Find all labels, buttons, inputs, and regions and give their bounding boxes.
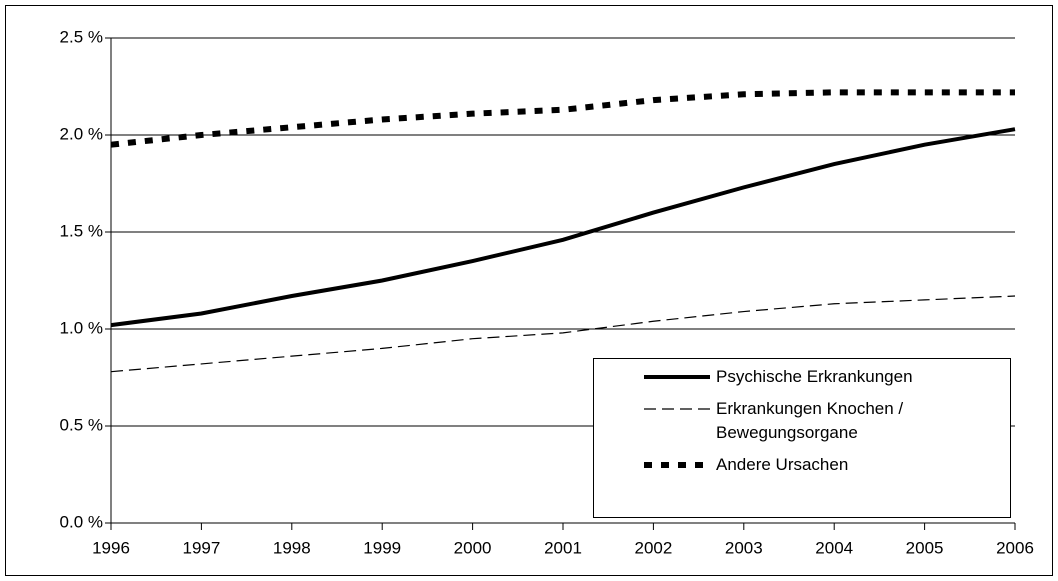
legend-swatch [644, 375, 710, 379]
y-tick-label: 1.5 % [60, 221, 103, 240]
x-tick-label: 2006 [996, 538, 1034, 557]
legend-swatch [644, 462, 710, 468]
data-line [110, 127, 1016, 328]
y-tick-label: 1.0 % [60, 318, 103, 337]
x-tick-label: 2001 [544, 538, 582, 557]
x-tick-label: 2005 [906, 538, 944, 557]
data-line [110, 89, 1015, 148]
x-tick-label: 1998 [273, 538, 311, 557]
x-tick-label: 1996 [92, 538, 130, 557]
x-tick-label: 2000 [454, 538, 492, 557]
legend-label: Andere Ursachen [716, 455, 849, 474]
y-tick-label: 0.0 % [60, 512, 103, 531]
legend-swatch [644, 408, 710, 410]
x-tick-label: 2002 [634, 538, 672, 557]
legend-entry: Erkrankungen Knochen / Bewegungsorgane [642, 397, 1010, 445]
legend: Psychische Erkrankungen Erkrankungen Knoc… [593, 358, 1011, 518]
data-line [110, 295, 1016, 373]
legend-entry: Andere Ursachen [642, 453, 1010, 477]
x-tick-label: 2003 [725, 538, 763, 557]
legend-label: Erkrankungen Knochen / Bewegungsorgane [716, 399, 904, 442]
legend-entry: Psychische Erkrankungen [642, 365, 1010, 389]
legend-label: Psychische Erkrankungen [716, 367, 913, 386]
y-tick-label: 2.0 % [60, 124, 103, 143]
y-tick-label: 2.5 % [60, 27, 103, 46]
x-tick-label: 1999 [363, 538, 401, 557]
x-tick-label: 2004 [815, 538, 853, 557]
chart-frame [5, 5, 1053, 576]
x-tick-label: 1997 [182, 538, 220, 557]
y-tick-label: 0.5 % [60, 415, 103, 434]
